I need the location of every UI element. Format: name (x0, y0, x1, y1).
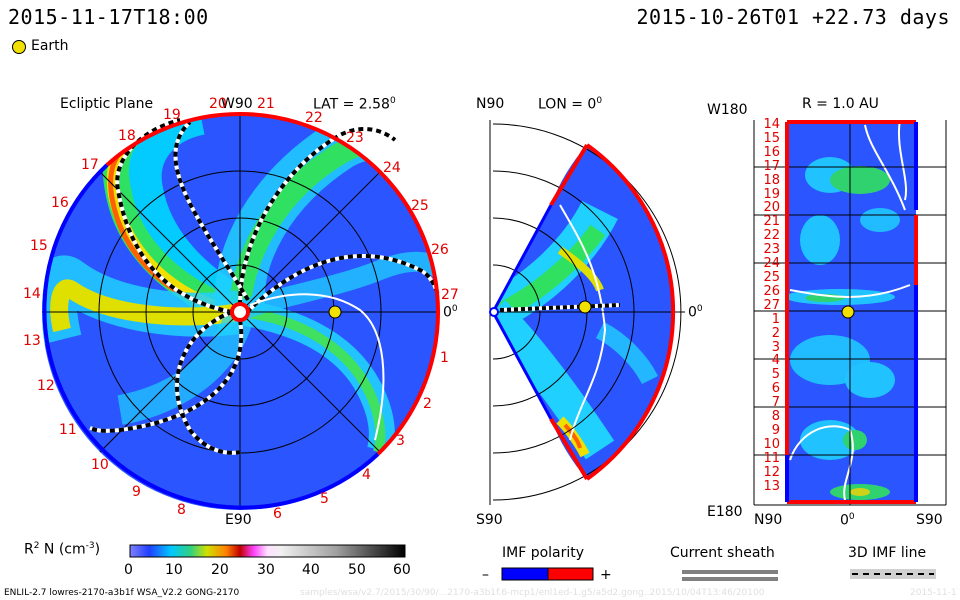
radial-right-label: S90 (916, 512, 943, 528)
density-colorbar (129, 544, 406, 558)
earth-legend-label: Earth (31, 38, 69, 54)
colorbar-tick-0: 0 (124, 562, 133, 578)
imf-line-swatch-bg (850, 569, 936, 579)
radial-bottom-label: E180 (707, 504, 743, 520)
arm-green-5 (239, 307, 386, 454)
rotation-label-18: 18 (118, 128, 136, 144)
rotation-label-10: 10 (91, 457, 109, 473)
ecliptic-title: Ecliptic Plane (60, 96, 154, 112)
ecliptic-current-sheath (89, 118, 440, 455)
imf-polarity-title: IMF polarity (502, 545, 585, 561)
current-sheath-swatch-1 (682, 570, 778, 574)
rotation-label-12: 12 (37, 378, 55, 394)
meridional-panel (489, 120, 685, 505)
simulation-time: 2015-11-17T18:00 (8, 5, 209, 29)
rotation-label-9: 9 (132, 484, 141, 500)
rotation-label-4: 4 (362, 467, 371, 483)
rotation-label-25: 25 (411, 198, 429, 214)
rotation-label-13: 13 (23, 333, 41, 349)
rotation-label-8: 8 (177, 502, 186, 518)
run-start-offset: 2015-10-26T01 +22.73 days (636, 5, 950, 29)
lon-label: LON = 00 (538, 96, 603, 113)
imf-line-title: 3D IMF line (848, 545, 927, 561)
rotation-label-23: 23 (346, 130, 364, 146)
rotation-label-6: 6 (273, 506, 282, 522)
ecliptic-zero-label: 00 (443, 304, 458, 321)
rotation-label-1: 1 (440, 350, 449, 366)
ecliptic-polarity-positive-2 (105, 111, 241, 167)
radial-mid-label: 00 (840, 512, 855, 529)
ecliptic-polarity-negative (42, 163, 380, 510)
imf-negative-swatch (501, 567, 549, 581)
rotation-label-14: 14 (23, 286, 41, 302)
ecliptic-imf-line (249, 293, 385, 441)
earth-marker-icon (12, 40, 26, 54)
rotation-label-26: 26 (431, 242, 449, 258)
rotation-label-24: 24 (383, 160, 401, 176)
rotation-label-21: 21 (257, 96, 275, 112)
arm-cyan-4 (117, 308, 255, 425)
sun-marker (230, 302, 250, 322)
rotation-label-17: 17 (81, 157, 99, 173)
colorbar-tick-10: 10 (165, 562, 183, 578)
imf-minus-label: – (482, 567, 489, 583)
meridional-top-label: N90 (476, 96, 505, 112)
ecliptic-plane-panel (42, 111, 441, 510)
earth-meridional-marker (578, 300, 592, 314)
colorbar-tick-30: 30 (257, 562, 275, 578)
arm-yellow-3 (50, 279, 242, 333)
ecliptic-top-label: W90 (221, 96, 253, 112)
meridional-zero-label: 00 (688, 304, 703, 321)
radial-left-label: N90 (754, 512, 783, 528)
imf-positive-swatch (547, 567, 594, 581)
rotation-label-2: 2 (423, 396, 432, 412)
source-path-watermark: samples/wsa/v2.7/2015/30/90/...2170-a3b1… (300, 588, 765, 598)
colorbar-label: R2 N (cm-3) (24, 541, 101, 558)
colorbar-tick-20: 20 (211, 562, 229, 578)
rotation-label-16: 16 (51, 195, 69, 211)
radius-label: R = 1.0 AU (802, 96, 879, 112)
colorbar-tick-50: 50 (348, 562, 366, 578)
earth-ecliptic-marker (328, 305, 342, 319)
rotation-label-15: 15 (30, 238, 48, 254)
meridional-bottom-label: S90 (476, 512, 503, 528)
rotation-label-11: 11 (59, 422, 77, 438)
ecliptic-polarity-positive (239, 112, 441, 456)
rotation-label-20: 20 (209, 96, 227, 112)
current-sheath-title: Current sheath (670, 545, 775, 561)
radial-top-label: W180 (707, 102, 748, 118)
imf-plus-label: + (600, 567, 612, 583)
ecliptic-bottom-label: E90 (225, 512, 252, 528)
arm-cyan-6 (234, 251, 438, 321)
rotation-label-22: 22 (305, 110, 323, 126)
earth-radial-marker (841, 305, 855, 319)
colorbar-tick-40: 40 (302, 562, 320, 578)
radial-panel (753, 119, 947, 506)
current-sheath-swatch-2 (682, 577, 778, 581)
timestamp-watermark: 2015-11-17 (910, 588, 958, 598)
lat-label: LAT = 2.580 (313, 96, 396, 113)
rotation-label-5: 5 (320, 491, 329, 507)
rotation-label-19: 19 (163, 107, 181, 123)
rotation-label-3: 3 (396, 433, 405, 449)
colorbar-tick-60: 60 (393, 562, 411, 578)
rotation-label-27: 27 (441, 287, 459, 303)
model-info: ENLIL-2.7 lowres-2170-a3b1f WSA_V2.2 GON… (4, 588, 240, 598)
